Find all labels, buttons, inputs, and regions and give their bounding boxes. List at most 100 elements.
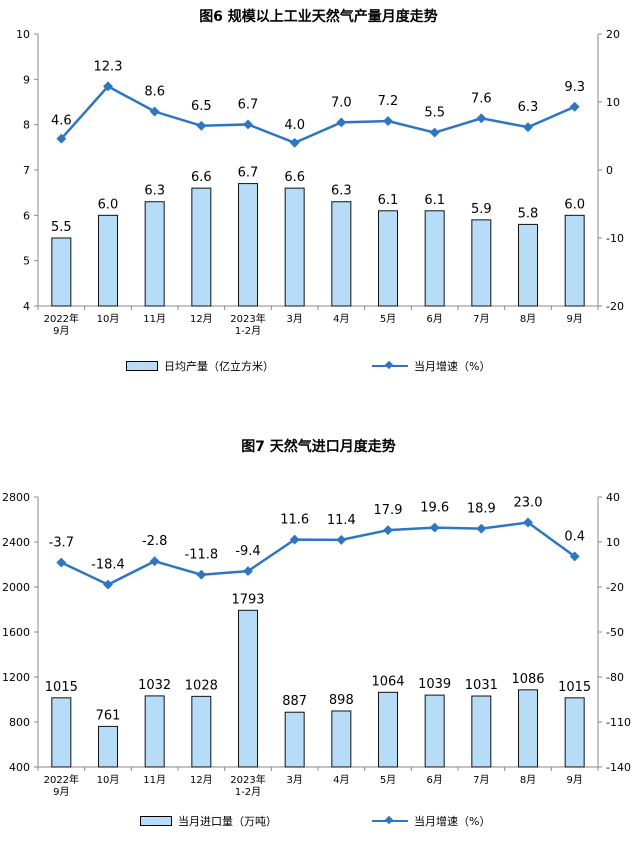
line-point [103, 81, 113, 92]
line-value-label: -11.8 [185, 548, 219, 563]
bar [238, 183, 258, 307]
growth-line [60, 521, 576, 586]
line-point [103, 579, 113, 590]
right-tick-label: -10 [606, 232, 624, 245]
line-point [289, 137, 300, 148]
left-tick-label: 400 [9, 761, 30, 774]
bar-value-label: 5.5 [51, 220, 72, 235]
x-tick-label: 2022年 [44, 773, 79, 786]
production-chart: 图6 规模以上工业天然气产量月度走势 4 5 6 7 8 9 10 20 10 0 -10 -20 20… [0, 0, 637, 380]
bar [378, 691, 398, 768]
x-tick-label: 11月 [143, 313, 166, 325]
line-value-label: 0.4 [564, 529, 585, 544]
bar-value-label: 1793 [231, 592, 264, 607]
legend-line-swatch [372, 820, 408, 822]
x-tick-label: 2023年 [230, 773, 265, 786]
x-tick-label: 9月 [566, 313, 582, 325]
x-tick-label: 12月 [190, 313, 213, 325]
bar-value-label: 6.0 [564, 197, 585, 212]
bar-value-label: 1064 [371, 674, 404, 689]
bar [471, 219, 492, 307]
left-tick-label: 10 [16, 28, 30, 41]
line-point [336, 117, 347, 128]
bar [564, 214, 585, 307]
legend-bar-label: 日均产量（亿立方米） [164, 360, 274, 373]
right-tick-label: 40 [606, 491, 620, 504]
right-tick-label: -140 [606, 761, 631, 774]
bar-value-label: 6.1 [424, 193, 445, 208]
bar-value-label: 6.6 [191, 170, 212, 185]
bar-value-label: 898 [329, 693, 354, 708]
line-value-label: 12.3 [94, 59, 123, 74]
bar-value-label: 1031 [465, 678, 498, 693]
right-tick-label: -20 [606, 581, 624, 594]
right-tick-label: -20 [606, 300, 624, 313]
left-tick-label: 5 [23, 255, 30, 268]
bar-value-label: 1039 [418, 677, 451, 692]
x-tick-label: 9月 [566, 774, 582, 786]
bar [98, 725, 118, 768]
line-value-label: 7.0 [331, 95, 352, 110]
legend-bar: 日均产量（亿立方米） [126, 358, 274, 374]
x-tick-label: 3月 [286, 774, 302, 786]
legend-line: 当月增速（%） [372, 813, 490, 829]
line-value-label: -9.4 [235, 544, 260, 559]
x-tick-label: 1-2月 [235, 325, 261, 337]
bar-value-label: 5.9 [471, 202, 492, 217]
right-tick-label: -80 [606, 671, 624, 684]
x-tick-label: 9月 [53, 325, 69, 337]
bar-value-label: 6.7 [238, 166, 259, 181]
x-tick-label: 8月 [520, 774, 536, 786]
left-tick-label: 1200 [2, 671, 30, 684]
bar [424, 694, 445, 768]
line-value-label: 8.6 [144, 85, 165, 100]
line-value-label: 6.3 [518, 100, 539, 115]
legend-bar-swatch [126, 361, 158, 371]
x-tick-label: 2022年 [44, 312, 79, 325]
x-tick-label: 10月 [97, 774, 120, 786]
line-value-label: 6.7 [238, 97, 259, 112]
bar-value-label: 6.3 [144, 184, 165, 199]
line-value-label: 9.3 [564, 80, 585, 95]
line-value-label: 4.0 [284, 118, 305, 133]
x-tick-label: 9月 [53, 786, 69, 798]
left-tick-label: 800 [9, 716, 30, 729]
line-point [149, 106, 160, 117]
legend-line: 当月增速（%） [372, 358, 490, 374]
bar [564, 697, 585, 768]
legend-bar-label: 当月进口量（万吨） [178, 815, 277, 828]
x-tick-label: 6月 [426, 774, 442, 786]
bar-value-label: 1032 [138, 678, 171, 693]
bar [378, 210, 398, 307]
line-point [56, 133, 67, 144]
line-value-label: 11.6 [280, 513, 309, 528]
line-point [523, 517, 533, 528]
line-point [56, 557, 67, 568]
line-point [476, 113, 487, 124]
x-tick-label: 4月 [333, 774, 349, 786]
left-tick-label: 4 [23, 300, 30, 313]
left-tick-label: 2000 [2, 581, 30, 594]
bar [284, 711, 305, 768]
bar [331, 201, 352, 307]
line-value-label: 18.9 [467, 502, 496, 517]
legend-bar-swatch [140, 816, 172, 826]
bar-value-label: 6.0 [98, 197, 119, 212]
bar-value-label: 761 [96, 708, 121, 723]
bar-value-label: 1015 [558, 680, 591, 695]
line-point [429, 127, 440, 138]
left-tick-label: 9 [23, 73, 30, 86]
bar [331, 710, 352, 768]
bar-value-label: 1086 [511, 672, 544, 687]
line-value-label: -3.7 [49, 536, 74, 551]
bar [51, 237, 72, 307]
line-point [523, 122, 533, 133]
right-tick-label: 20 [606, 28, 620, 41]
line-value-label: 5.5 [424, 106, 445, 121]
right-tick-label: 10 [606, 96, 620, 109]
left-tick-label: 7 [23, 164, 30, 177]
line-value-label: 17.9 [374, 503, 403, 518]
bar-value-label: 1015 [45, 680, 78, 695]
bar [284, 187, 305, 307]
